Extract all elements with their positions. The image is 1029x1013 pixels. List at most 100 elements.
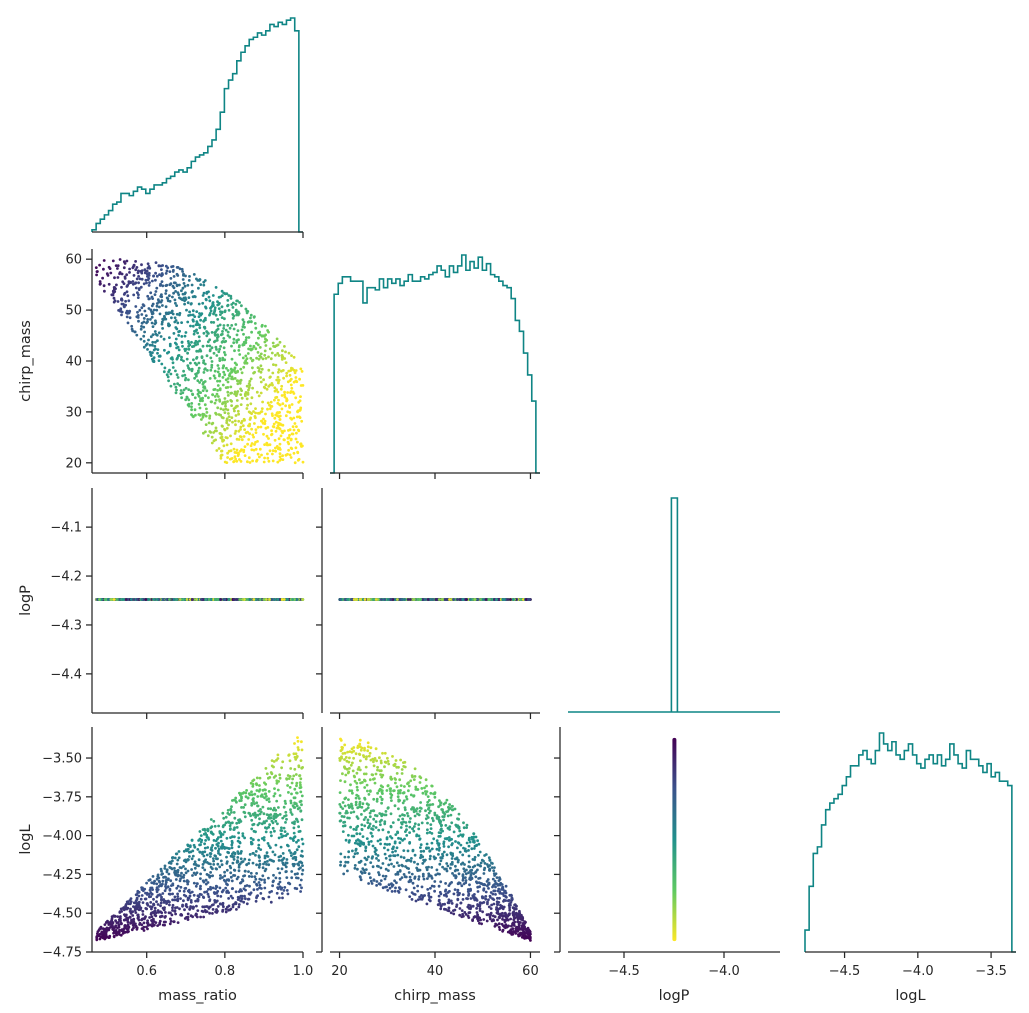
scatter-point bbox=[164, 292, 168, 295]
scatter-point bbox=[223, 310, 227, 314]
scatter-point bbox=[231, 861, 235, 865]
scatter-point bbox=[116, 300, 120, 303]
scatter-point bbox=[175, 598, 179, 601]
scatter-point bbox=[201, 344, 205, 348]
scatter-point bbox=[175, 312, 179, 316]
scatter-point bbox=[126, 284, 129, 287]
scatter-point bbox=[157, 331, 161, 335]
scatter-point bbox=[242, 320, 246, 324]
scatter-point bbox=[271, 414, 274, 417]
scatter-point bbox=[256, 351, 260, 354]
scatter-point bbox=[198, 850, 202, 854]
scatter-point bbox=[173, 316, 177, 320]
scatter-point bbox=[229, 399, 233, 402]
scatter-point bbox=[261, 357, 265, 361]
scatter-point bbox=[274, 420, 278, 424]
scatter-point bbox=[140, 894, 144, 897]
scatter-point bbox=[295, 817, 298, 821]
scatter-point bbox=[229, 442, 233, 446]
scatter-point bbox=[290, 354, 293, 357]
scatter-point bbox=[202, 331, 206, 335]
scatter-point bbox=[176, 274, 180, 277]
scatter-point bbox=[122, 598, 125, 601]
scatter-point bbox=[241, 598, 244, 601]
scatter-point bbox=[213, 401, 217, 405]
scatter-point bbox=[265, 387, 269, 391]
scatter-point bbox=[137, 269, 140, 273]
scatter-point bbox=[271, 449, 275, 452]
scatter-point bbox=[234, 302, 238, 306]
scatter-point bbox=[213, 369, 217, 373]
scatter-point bbox=[434, 598, 438, 601]
scatter-point bbox=[261, 400, 264, 404]
scatter-point bbox=[188, 310, 192, 314]
scatter-point bbox=[235, 333, 239, 337]
scatter-point bbox=[214, 334, 217, 337]
scatter-point bbox=[142, 334, 146, 338]
scatter-point bbox=[269, 807, 273, 811]
scatter-point bbox=[129, 281, 133, 284]
scatter-point bbox=[197, 394, 201, 398]
scatter-point bbox=[226, 334, 230, 337]
scatter-point bbox=[380, 598, 383, 601]
scatter-point bbox=[293, 461, 297, 465]
scatter-point bbox=[244, 394, 247, 398]
scatter-point bbox=[223, 351, 226, 354]
scatter-point bbox=[207, 598, 211, 601]
scatter-point bbox=[210, 435, 214, 439]
scatter-point bbox=[162, 920, 166, 924]
scatter-point bbox=[249, 313, 253, 317]
scatter-point bbox=[212, 598, 215, 601]
scatter-point bbox=[254, 428, 258, 431]
scatter-point bbox=[226, 377, 230, 380]
scatter-point bbox=[161, 327, 165, 330]
scatter-point bbox=[214, 313, 218, 317]
scatter-point bbox=[145, 881, 149, 885]
scatter-point bbox=[196, 323, 200, 326]
scatter-point bbox=[274, 774, 277, 778]
scatter-point bbox=[296, 458, 300, 462]
scatter-point bbox=[257, 369, 261, 373]
scatter-point bbox=[239, 793, 242, 797]
scatter-point bbox=[403, 598, 406, 601]
scatter-point bbox=[426, 598, 430, 601]
scatter-point bbox=[197, 286, 200, 290]
scatter-point bbox=[190, 408, 194, 412]
scatter-point bbox=[208, 312, 212, 315]
scatter-point bbox=[241, 318, 245, 321]
scatter-point bbox=[233, 455, 237, 458]
scatter-point bbox=[230, 404, 234, 407]
scatter-point bbox=[221, 330, 224, 333]
scatter-point bbox=[160, 268, 163, 271]
scatter-point bbox=[204, 298, 208, 302]
scatter-point bbox=[115, 283, 118, 287]
scatter-point bbox=[278, 794, 282, 797]
scatter-point bbox=[222, 408, 225, 412]
scatter-point bbox=[197, 402, 201, 406]
scatter-point bbox=[150, 343, 154, 347]
scatter-point bbox=[283, 390, 286, 394]
scatter-point bbox=[216, 327, 220, 331]
scatter-point bbox=[255, 356, 258, 360]
scatter-point bbox=[162, 901, 166, 904]
scatter-point bbox=[222, 346, 226, 350]
scatter-point bbox=[221, 842, 225, 846]
scatter-point bbox=[277, 806, 280, 809]
scatter-point bbox=[277, 368, 281, 371]
scatter-point bbox=[259, 352, 263, 356]
scatter-point bbox=[221, 383, 225, 387]
scatter-point bbox=[237, 345, 241, 349]
scatter-point bbox=[210, 363, 214, 367]
scatter-point bbox=[297, 400, 301, 404]
scatter-point bbox=[237, 349, 241, 352]
scatter-point bbox=[437, 598, 441, 601]
scatter-point bbox=[190, 340, 193, 344]
scatter-point bbox=[294, 446, 298, 450]
scatter-point bbox=[231, 799, 234, 802]
scatter-point bbox=[400, 598, 404, 601]
scatter-point bbox=[193, 330, 197, 333]
scatter-point bbox=[278, 877, 282, 880]
scatter-point bbox=[160, 895, 163, 899]
scatter-point bbox=[182, 865, 185, 868]
scatter-point bbox=[285, 371, 289, 375]
